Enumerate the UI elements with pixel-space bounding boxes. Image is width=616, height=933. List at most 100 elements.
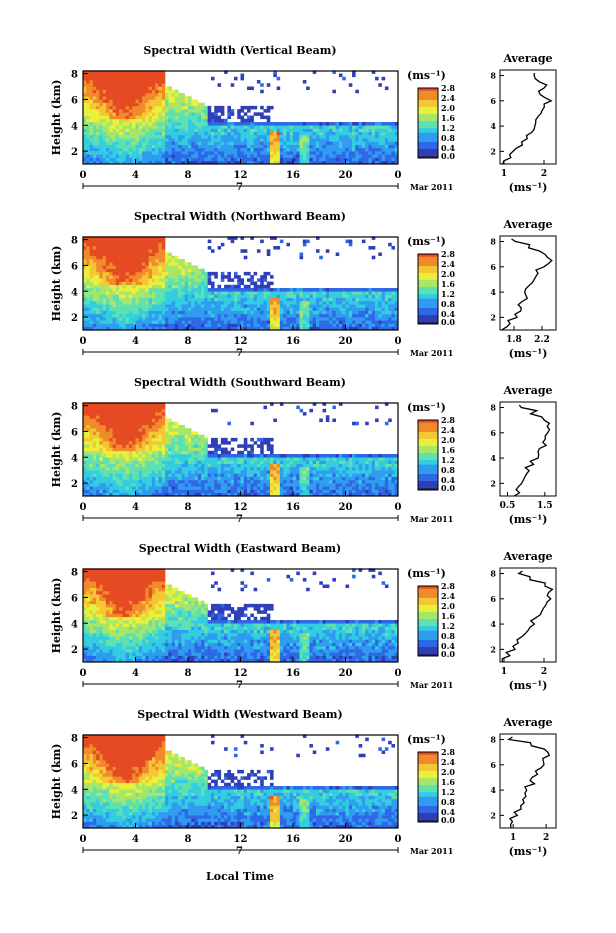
heatmap-cell — [303, 145, 307, 149]
heatmap-cell — [106, 128, 110, 132]
heatmap-cell — [152, 116, 156, 120]
heatmap-cell — [234, 151, 238, 155]
heatmap-cell — [185, 128, 189, 132]
heatmap-cell — [221, 448, 225, 452]
heatmap-cell — [231, 83, 235, 87]
colorbar-swatch — [418, 137, 438, 140]
heatmap-cell — [126, 454, 130, 458]
heatmap-cell — [126, 158, 130, 162]
heatmap-cell — [267, 158, 271, 162]
heatmap-cell — [162, 116, 166, 120]
heatmap-cell — [129, 240, 133, 244]
heatmap-cell — [224, 301, 228, 305]
heatmap-cell — [231, 109, 235, 113]
heatmap-cell — [378, 253, 382, 257]
heatmap-cell — [96, 317, 100, 321]
heatmap-cell — [96, 106, 100, 110]
heatmap-cell — [218, 138, 222, 142]
heatmap-cell — [181, 269, 185, 273]
heatmap-cell — [93, 243, 97, 247]
heatmap-cell — [172, 103, 176, 107]
heatmap-cell — [208, 444, 212, 448]
heatmap-cell — [237, 145, 241, 149]
heatmap-cell — [145, 480, 149, 484]
heatmap-cell — [188, 96, 192, 100]
heatmap-cell — [221, 464, 225, 468]
heatmap-cell — [168, 125, 172, 129]
heatmap-cell — [365, 141, 369, 145]
heatmap-cell — [162, 425, 166, 429]
colorbar-swatch — [418, 317, 438, 320]
heatmap-cell — [99, 262, 103, 266]
heatmap-cell — [165, 275, 169, 279]
heatmap-cell — [270, 151, 274, 155]
heatmap-cell — [250, 301, 254, 305]
heatmap-cell — [391, 145, 395, 149]
heatmap-cell — [349, 122, 353, 126]
heatmap-cell — [283, 294, 287, 298]
heatmap-cell — [391, 141, 395, 145]
heatmap-cell — [342, 132, 346, 136]
heatmap-cell — [385, 324, 389, 328]
heatmap-cell — [99, 483, 103, 487]
heatmap-cell — [293, 324, 297, 328]
heatmap-cell — [132, 454, 136, 458]
heatmap-cell — [172, 460, 176, 464]
heatmap-cell — [132, 272, 136, 276]
heatmap-cell — [254, 122, 258, 126]
heatmap-cell — [86, 467, 90, 471]
heatmap-cell — [211, 294, 215, 298]
heatmap-cell — [214, 125, 218, 129]
heatmap-cell — [362, 138, 366, 142]
heatmap-cell — [218, 125, 222, 129]
heatmap-cell — [198, 154, 202, 158]
heatmap-cell — [90, 464, 94, 468]
heatmap-cell — [145, 256, 149, 260]
heatmap-cell — [218, 464, 222, 468]
heatmap-cell — [270, 282, 274, 286]
colorbar-swatch — [418, 303, 438, 306]
heatmap-cell — [244, 272, 248, 276]
heatmap-cell — [168, 320, 172, 324]
heatmap-cell — [211, 464, 215, 468]
heatmap-cell — [362, 304, 366, 308]
heatmap-cell — [113, 460, 117, 464]
heatmap-cell — [145, 428, 149, 432]
heatmap-cell — [208, 132, 212, 136]
heatmap-cell — [280, 288, 284, 292]
heatmap-cell — [116, 77, 120, 81]
heatmap-cell — [175, 269, 179, 273]
heatmap-cell — [99, 282, 103, 286]
heatmap-cell — [385, 304, 389, 308]
heatmap-cell — [119, 148, 123, 152]
heatmap-cell — [113, 324, 117, 328]
heatmap-cell — [142, 240, 146, 244]
heatmap-cell — [162, 448, 166, 452]
heatmap-cell — [168, 451, 172, 455]
heatmap-cell — [126, 486, 130, 490]
heatmap-cell — [145, 285, 149, 289]
heatmap-cell — [286, 288, 290, 292]
heatmap-cell — [152, 158, 156, 162]
heatmap-cell — [326, 141, 330, 145]
heatmap-cell — [208, 470, 212, 474]
heatmap-cell — [250, 288, 254, 292]
heatmap-cell — [204, 282, 208, 286]
heatmap-cell — [119, 311, 123, 315]
heatmap-cell — [362, 132, 366, 136]
heatmap-cell — [188, 490, 192, 494]
heatmap-cell — [254, 106, 258, 110]
heatmap-cell — [136, 151, 140, 155]
heatmap-cell — [109, 106, 113, 110]
heatmap-cell — [86, 441, 90, 445]
heatmap-cell — [359, 298, 363, 302]
heatmap-cell — [152, 272, 156, 276]
heatmap-cell — [211, 490, 215, 494]
heatmap-cell — [191, 480, 195, 484]
heatmap-cell — [263, 307, 267, 311]
heatmap-cell — [132, 451, 136, 455]
heatmap-cell — [257, 314, 261, 318]
heatmap-cell — [96, 259, 100, 263]
heatmap-cell — [129, 441, 133, 445]
heatmap-cell — [116, 259, 120, 263]
